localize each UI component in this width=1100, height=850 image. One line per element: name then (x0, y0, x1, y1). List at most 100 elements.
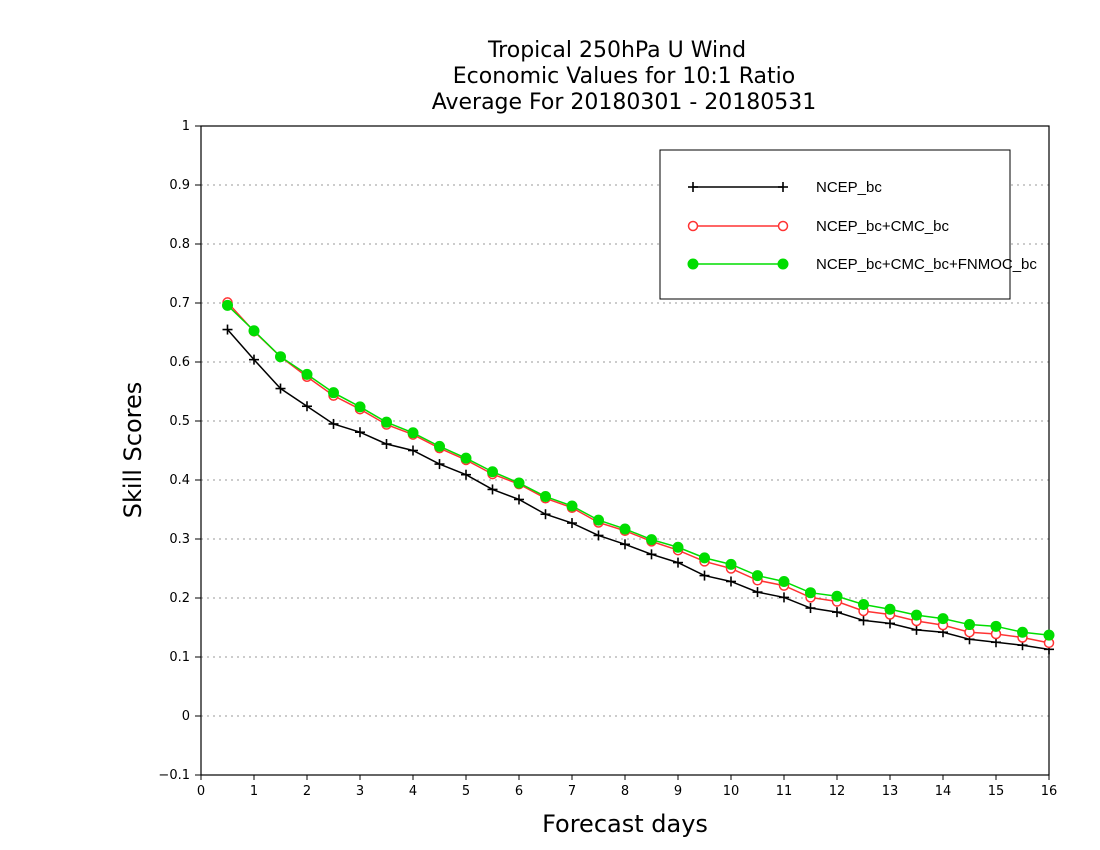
data-point (355, 427, 365, 438)
legend-box (659, 149, 1011, 300)
data-point (354, 401, 366, 413)
data-point (885, 618, 895, 629)
data-point (249, 354, 259, 365)
data-point (222, 299, 233, 311)
data-point (884, 603, 896, 615)
legend-label: NCEP_bc+CMC_bc (816, 218, 949, 235)
series-2 (222, 299, 1055, 641)
data-point (964, 619, 975, 631)
data-point (275, 383, 286, 394)
data-point (408, 445, 418, 456)
data-point (858, 598, 869, 610)
data-point (699, 552, 710, 564)
x-tick-label: 10 (723, 784, 740, 799)
data-point (275, 351, 286, 363)
y-axis: −0.1 0 0.1 0.2 0.3 0.4 0.5 0.6 0.7 0.8 0.9 1 (158, 119, 201, 783)
y-tick-label: 0.9 (169, 178, 190, 193)
y-axis-label: Skill Scores (119, 382, 147, 519)
legend-marker (687, 220, 699, 232)
data-point (593, 530, 604, 541)
data-point (248, 325, 260, 337)
data-point (407, 427, 419, 439)
data-point (540, 509, 551, 520)
data-point (566, 500, 578, 512)
data-point (911, 624, 922, 635)
data-point (593, 514, 604, 526)
data-point (381, 416, 392, 428)
y-tick-label: 1 (182, 119, 190, 134)
data-point (990, 620, 1002, 632)
data-point (567, 518, 577, 529)
data-point (513, 477, 525, 489)
data-point (832, 607, 842, 618)
data-point (620, 539, 630, 550)
legend-label: NCEP_bc (816, 179, 882, 196)
data-point (434, 459, 445, 470)
data-point (752, 570, 763, 582)
data-point (778, 575, 790, 587)
data-point (540, 491, 551, 503)
data-point (487, 466, 498, 478)
data-point (672, 541, 684, 553)
legend-marker (777, 220, 789, 232)
data-point (699, 570, 710, 581)
data-point (937, 613, 949, 625)
x-tick-label: 8 (621, 784, 629, 799)
y-tick-label: 0 (182, 709, 190, 724)
legend-marker (778, 182, 788, 192)
x-tick-label: 0 (197, 784, 205, 799)
x-tick-label: 5 (462, 784, 470, 799)
data-point (646, 534, 657, 546)
x-tick-label: 1 (250, 784, 258, 799)
y-tick-label: 0.5 (169, 414, 190, 429)
data-point (726, 576, 736, 587)
legend-label: NCEP_bc+CMC_bc+FNMOC_bc (816, 256, 1037, 273)
x-tick-label: 11 (776, 784, 793, 799)
x-tick-label: 3 (356, 784, 364, 799)
legend-marker (688, 182, 698, 192)
data-point (779, 592, 789, 603)
x-tick-label: 7 (568, 784, 576, 799)
data-point (328, 387, 339, 399)
data-point (381, 439, 392, 450)
data-point (1043, 629, 1055, 641)
y-tick-label: 0.7 (169, 296, 190, 311)
data-point (831, 590, 843, 602)
data-point (619, 523, 631, 535)
y-tick-label: −0.1 (158, 768, 190, 783)
data-point (461, 469, 471, 480)
x-tick-label: 12 (829, 784, 846, 799)
data-point (1017, 626, 1028, 638)
title-line-3: Average For 20180301 - 20180531 (432, 90, 817, 115)
title-line-2: Economic Values for 10:1 Ratio (453, 64, 795, 89)
data-point (673, 557, 683, 568)
data-point (911, 609, 922, 621)
x-tick-label: 14 (935, 784, 952, 799)
data-point (752, 587, 763, 598)
y-tick-label: 0.6 (169, 355, 190, 370)
series-line (226, 301, 1050, 644)
series-0 (222, 324, 1054, 655)
data-point (858, 615, 869, 626)
data-point (805, 603, 816, 614)
data-point (805, 587, 816, 599)
y-tick-label: 0.3 (169, 532, 190, 547)
y-tick-label: 0.1 (169, 650, 190, 665)
series-1 (222, 297, 1055, 649)
x-tick-label: 4 (409, 784, 417, 799)
x-tick-label: 13 (882, 784, 899, 799)
data-point (222, 324, 233, 335)
series-lines (222, 297, 1055, 655)
data-point (460, 452, 472, 464)
legend-marker (777, 258, 789, 270)
y-tick-label: 0.8 (169, 237, 190, 252)
x-axis-label: Forecast days (542, 810, 708, 838)
legend-marker (687, 258, 699, 270)
x-tick-label: 2 (303, 784, 311, 799)
data-point (646, 549, 657, 560)
x-tick-label: 16 (1041, 784, 1058, 799)
x-tick-label: 6 (515, 784, 523, 799)
series-line (226, 329, 1050, 651)
x-axis: 0 1 2 3 4 5 6 7 8 9 10 11 12 13 14 15 16 (197, 775, 1057, 799)
